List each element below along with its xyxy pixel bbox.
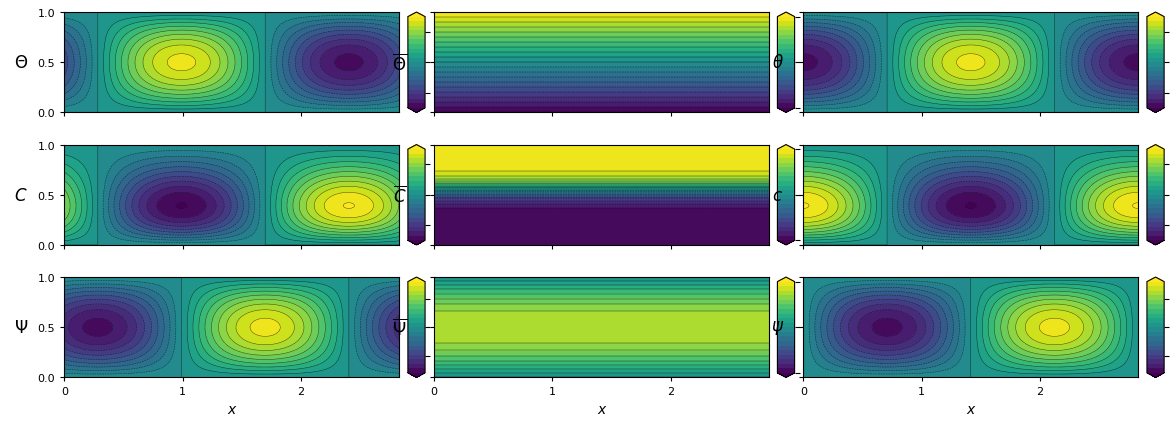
PathPatch shape	[1147, 277, 1164, 282]
PathPatch shape	[408, 373, 425, 378]
PathPatch shape	[1147, 373, 1164, 378]
Y-axis label: $\overline{\Theta}$: $\overline{\Theta}$	[392, 53, 407, 73]
PathPatch shape	[408, 277, 425, 282]
PathPatch shape	[408, 13, 425, 17]
PathPatch shape	[777, 145, 794, 150]
X-axis label: x: x	[228, 402, 236, 416]
Y-axis label: $\theta$: $\theta$	[772, 54, 784, 72]
PathPatch shape	[1147, 241, 1164, 245]
PathPatch shape	[777, 277, 794, 282]
PathPatch shape	[408, 145, 425, 150]
PathPatch shape	[408, 108, 425, 113]
X-axis label: x: x	[966, 402, 975, 416]
PathPatch shape	[777, 241, 794, 245]
PathPatch shape	[777, 108, 794, 113]
Y-axis label: $\overline{C}$: $\overline{C}$	[393, 185, 407, 206]
Y-axis label: $\overline{\Psi}$: $\overline{\Psi}$	[392, 317, 407, 338]
Y-axis label: $C$: $C$	[14, 186, 28, 204]
Y-axis label: $\Psi$: $\Psi$	[14, 319, 28, 336]
X-axis label: x: x	[597, 402, 605, 416]
Y-axis label: $\psi$: $\psi$	[771, 319, 784, 336]
Y-axis label: $c$: $c$	[772, 186, 783, 204]
PathPatch shape	[1147, 145, 1164, 150]
PathPatch shape	[777, 373, 794, 378]
PathPatch shape	[777, 13, 794, 17]
PathPatch shape	[1147, 13, 1164, 17]
PathPatch shape	[408, 241, 425, 245]
Y-axis label: $\Theta$: $\Theta$	[14, 54, 28, 72]
PathPatch shape	[1147, 108, 1164, 113]
